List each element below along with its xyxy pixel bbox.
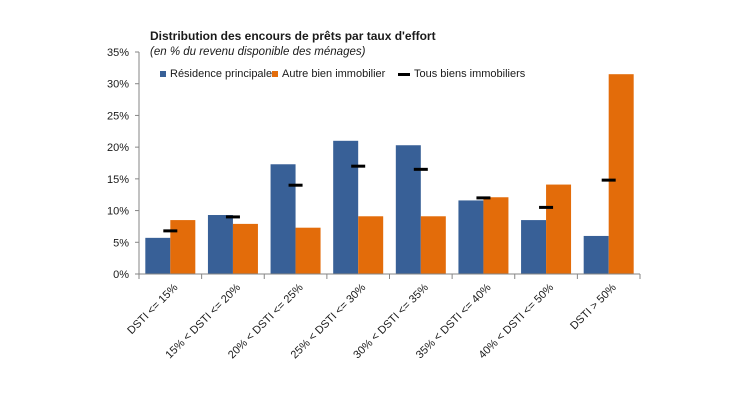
y-tick-label: 35% xyxy=(107,47,129,59)
legend-swatch xyxy=(272,71,278,77)
bar xyxy=(583,235,609,274)
bar xyxy=(270,164,296,274)
bar xyxy=(295,227,321,274)
chart-subtitle: (en % du revenu disponible des ménages) xyxy=(150,46,366,58)
bar xyxy=(546,184,572,274)
marker xyxy=(351,164,366,168)
x-tick-label: DSTI > 50% xyxy=(568,281,619,332)
legend-label: Tous biens immobiliers xyxy=(414,68,526,80)
y-tick-label: 10% xyxy=(107,206,129,218)
bar xyxy=(358,216,384,274)
y-tick-label: 20% xyxy=(107,142,129,154)
x-axis: DSTI <= 15%15% < DSTI <= 20%20% < DSTI <… xyxy=(125,273,641,361)
y-tick-label: 25% xyxy=(107,110,129,122)
y-tick-label: 5% xyxy=(113,237,129,249)
markers xyxy=(163,164,616,233)
bar xyxy=(608,74,634,274)
legend-label: Autre bien immobilier xyxy=(282,68,386,80)
legend-swatch xyxy=(160,71,166,77)
bar xyxy=(207,215,233,274)
bar xyxy=(483,197,509,274)
marker xyxy=(476,196,491,200)
legend: Résidence principale Autre bien immobilie… xyxy=(160,68,526,80)
bar xyxy=(420,216,446,274)
marker xyxy=(413,167,428,171)
marker xyxy=(225,215,240,219)
bar xyxy=(458,200,484,274)
marker xyxy=(163,229,178,233)
marker xyxy=(539,205,554,209)
bar xyxy=(170,220,196,274)
y-tick-label: 30% xyxy=(107,79,129,91)
bar xyxy=(333,140,359,274)
y-axis: 0% 5% 10% 15% 20% 25% 30% 35% xyxy=(107,47,140,281)
chart-title: Distribution des encours de prêts par ta… xyxy=(150,29,436,43)
marker xyxy=(288,183,303,187)
bar xyxy=(145,237,171,274)
y-tick-label: 0% xyxy=(113,269,129,281)
bars xyxy=(145,74,634,274)
x-tick-label: DSTI <= 15% xyxy=(125,281,180,336)
marker xyxy=(601,178,616,182)
legend-label: Résidence principale xyxy=(170,68,272,80)
bar xyxy=(232,223,258,274)
legend-swatch xyxy=(398,73,410,76)
bar xyxy=(521,220,547,274)
y-tick-label: 15% xyxy=(107,174,129,186)
bar xyxy=(395,145,421,274)
